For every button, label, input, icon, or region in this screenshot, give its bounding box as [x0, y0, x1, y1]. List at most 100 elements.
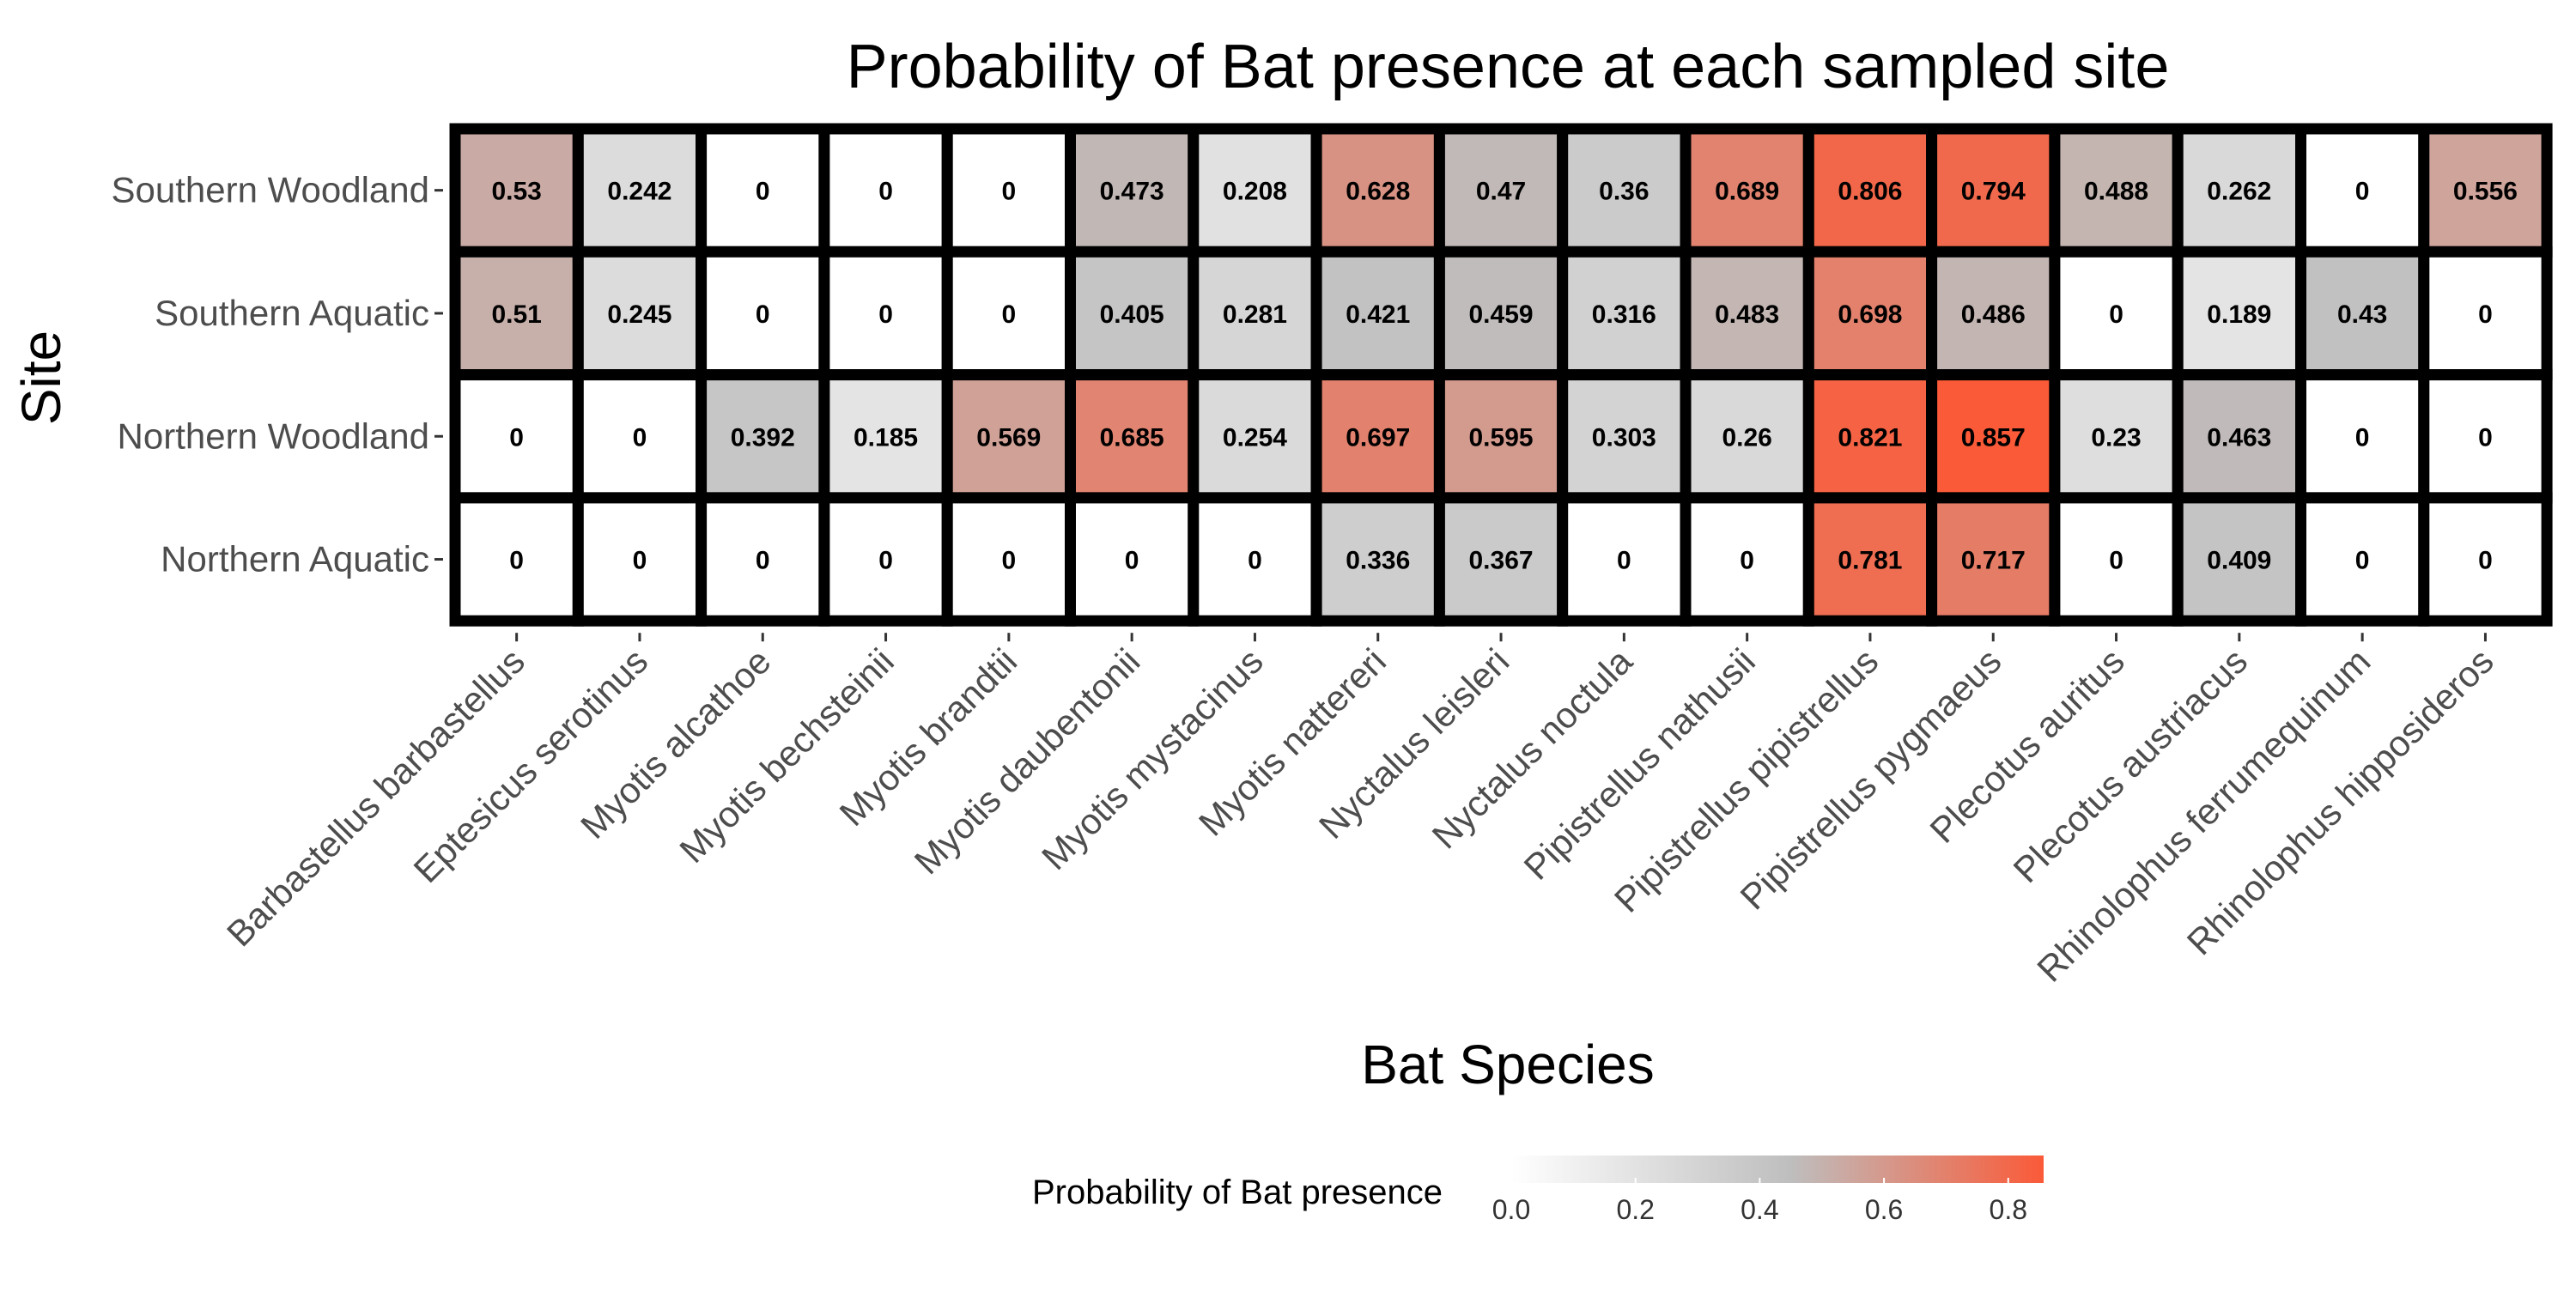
heatmap-cell: [572, 492, 708, 627]
cell-value-label: 0.51: [491, 300, 541, 329]
cell-value-label: 0: [1248, 547, 1262, 575]
heatmap-cell: [2049, 123, 2184, 258]
cell-value-label: 0: [2109, 547, 2123, 575]
legend: Probability of Bat presence 0.0 0.2 0.4 0.6…: [1032, 1156, 2044, 1225]
heatmap-cell: [2049, 369, 2184, 504]
cell-value-label: 0.717: [1961, 547, 2026, 575]
cell-value-label: 0: [2355, 423, 2370, 452]
cell-value-label: 0: [756, 178, 770, 206]
cell-value-label: 0: [1617, 547, 1631, 575]
cell-value-label: 0.794: [1961, 178, 2026, 206]
heatmap-cell: [572, 246, 708, 381]
heatmap-cell: [1065, 246, 1200, 381]
heatmap-cell: [2172, 492, 2306, 627]
cell-value-label: 0: [1002, 547, 1017, 575]
cell-value-label: 0.262: [2207, 178, 2271, 206]
cell-value-label: 0: [2478, 547, 2493, 575]
cell-value-label: 0: [509, 547, 524, 575]
x-tick-label: Eptesicus serotinus: [406, 640, 656, 890]
heatmap-cell: [1433, 369, 1569, 504]
heatmap-cell: [696, 123, 830, 258]
cell-value-label: 0.26: [1722, 423, 1771, 452]
cell-value-label: 0.336: [1346, 547, 1410, 575]
heatmap-cell: [2418, 123, 2553, 258]
cell-value-label: 0.698: [1838, 300, 1902, 329]
cell-value-label: 0.697: [1346, 423, 1410, 452]
cell-value-label: 0.254: [1223, 423, 1287, 452]
heatmap-cell: [2418, 246, 2553, 381]
heatmap-cell: [696, 492, 830, 627]
heatmap-cell: [1557, 369, 1692, 504]
y-tick-label: Northern Woodland: [118, 416, 429, 456]
cell-value-label: 0.473: [1100, 178, 1164, 206]
cell-value-label: 0.421: [1346, 300, 1410, 329]
cell-value-label: 0: [756, 547, 770, 575]
x-tick-label: Myotis daubentonii: [907, 640, 1148, 882]
cell-value-label: 0.689: [1715, 178, 1779, 206]
cell-value-label: 0: [2355, 547, 2370, 575]
cell-value-label: 0.459: [1469, 300, 1534, 329]
cell-value-label: 0.367: [1469, 547, 1534, 575]
heatmap-cell: [2172, 123, 2306, 258]
heatmap-cell: [2295, 492, 2430, 627]
heatmap-cell: [941, 369, 1076, 504]
y-tick-label: Northern Aquatic: [161, 539, 429, 579]
cell-value-label: 0.556: [2453, 178, 2518, 206]
cell-value-label: 0: [1002, 178, 1017, 206]
cell-value-label: 0.409: [2207, 547, 2271, 575]
legend-tick-label: 0.6: [1865, 1194, 1903, 1225]
heatmap-cell: [1310, 246, 1445, 381]
cell-value-label: 0.47: [1476, 178, 1526, 206]
cell-value-label: 0.821: [1838, 423, 1902, 452]
cell-value-label: 0.569: [976, 423, 1041, 452]
heatmap-cell: [2418, 369, 2553, 504]
cell-value-label: 0.595: [1469, 423, 1534, 452]
heatmap-cell: [1065, 492, 1200, 627]
cell-value-label: 0.281: [1223, 300, 1287, 329]
legend-tick-label: 0.2: [1616, 1194, 1654, 1225]
legend-colorbar: [1511, 1156, 2044, 1183]
cell-value-label: 0.483: [1715, 300, 1779, 329]
legend-title: Probability of Bat presence: [1032, 1174, 1443, 1211]
cell-value-label: 0: [2478, 423, 2493, 452]
heatmap-cell: [1433, 492, 1569, 627]
cell-value-label: 0.488: [2084, 178, 2148, 206]
cell-value-label: 0.208: [1223, 178, 1287, 206]
cell-value-label: 0.189: [2207, 300, 2271, 329]
x-tick-label: Pipistrellus nathusii: [1516, 640, 1763, 887]
heatmap-cell: [818, 246, 953, 381]
heatmap-cell: [1557, 123, 1692, 258]
cell-value-label: 0.23: [2091, 423, 2141, 452]
heatmap-cell: [1926, 492, 2061, 627]
cell-value-label: 0.685: [1100, 423, 1164, 452]
y-tick-label: Southern Aquatic: [155, 293, 429, 333]
cell-value-label: 0: [878, 547, 893, 575]
legend-tick-label: 0.0: [1492, 1194, 1530, 1225]
cell-value-label: 0.303: [1592, 423, 1656, 452]
cell-value-label: 0: [633, 423, 647, 452]
cell-value-label: 0.781: [1838, 547, 1902, 575]
x-tick-label: Myotis mystacinus: [1034, 640, 1271, 877]
heatmap-cell: [1433, 246, 1569, 381]
x-axis-title: Bat Species: [1361, 1034, 1655, 1095]
cell-value-label: 0.463: [2207, 423, 2271, 452]
legend-tick-label: 0.4: [1741, 1194, 1778, 1225]
cell-value-label: 0.857: [1961, 423, 2026, 452]
heatmap-cell: [1802, 492, 1938, 627]
cell-value-label: 0: [2355, 178, 2370, 206]
chart-title: Probability of Bat presence at each samp…: [847, 33, 2170, 101]
cell-value-label: 0: [878, 178, 893, 206]
y-axis: Southern Woodland Southern Aquatic Norther…: [112, 170, 443, 579]
cell-value-label: 0: [2109, 300, 2123, 329]
heatmap-cell: [2049, 492, 2184, 627]
cell-value-label: 0.316: [1592, 300, 1656, 329]
cell-value-label: 0: [1125, 547, 1139, 575]
cell-value-label: 0.806: [1838, 178, 1902, 206]
cell-value-label: 0.36: [1599, 178, 1649, 206]
cell-value-label: 0: [1002, 300, 1017, 329]
y-axis-title: Site: [10, 331, 72, 425]
cell-value-label: 0.392: [731, 423, 795, 452]
